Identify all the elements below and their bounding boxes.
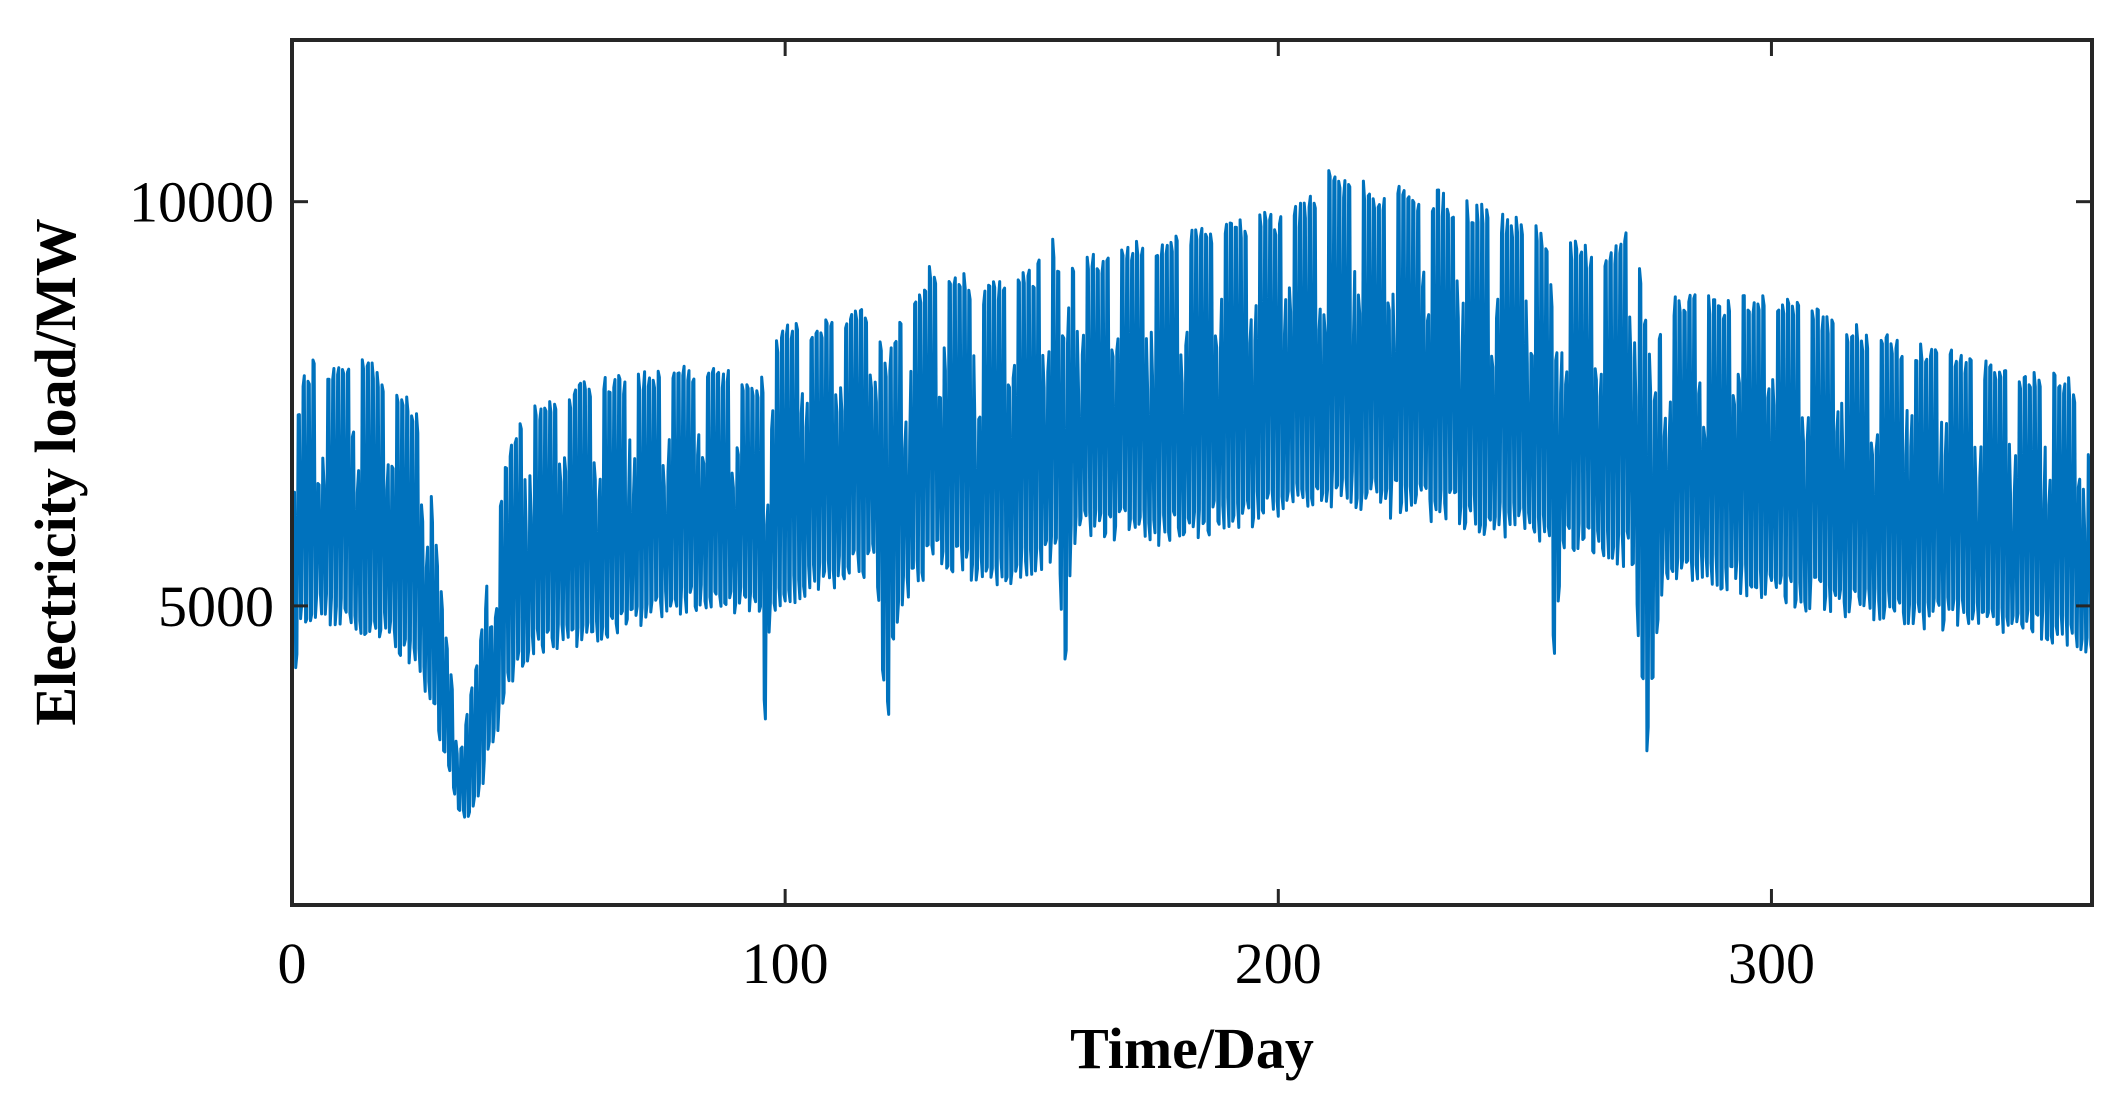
x-tick-label: 200 (1235, 931, 1322, 996)
plot-area (292, 169, 2092, 819)
x-axis-title: Time/Day (1070, 1016, 1314, 1081)
x-axis-ticks: 0 100 200 300 (278, 40, 1815, 996)
x-tick-label: 300 (1728, 931, 1815, 996)
x-tick-label: 0 (278, 931, 307, 996)
y-tick-label: 10000 (129, 170, 274, 235)
series-line-0 (292, 169, 2092, 819)
y-axis-ticks: 5000 10000 (129, 170, 2092, 639)
series-layer (292, 169, 2092, 819)
x-tick-label: 100 (742, 931, 829, 996)
y-tick-label: 5000 (158, 574, 274, 639)
y-axis-title: Electricity load/MW (23, 218, 88, 725)
plot-frame (290, 38, 2094, 907)
